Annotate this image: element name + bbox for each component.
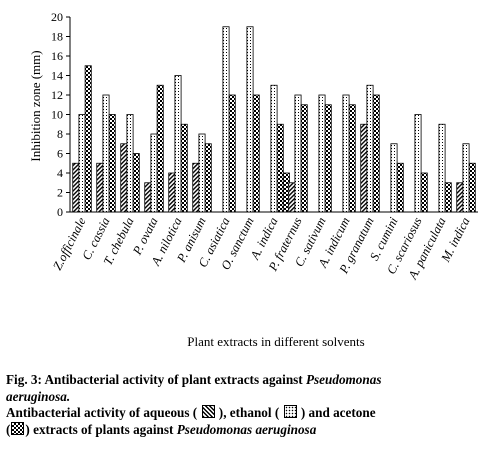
bar-ethanol: [438, 123, 446, 213]
bar-aqueous: [144, 182, 152, 213]
bar-acetone: [84, 65, 92, 213]
bar-acetone: [228, 94, 236, 213]
bar-ethanol: [294, 94, 302, 213]
bar-ethanol: [102, 94, 110, 213]
y-tick-label: 10: [51, 108, 63, 122]
bar-acetone: [324, 104, 332, 213]
bar-acetone: [468, 162, 476, 213]
bar-acetone: [348, 104, 356, 213]
bar-aqueous: [456, 182, 464, 213]
bar-ethanol: [150, 133, 158, 213]
bar-ethanol: [270, 84, 278, 213]
caption-legend-part1: Antibacterial activity of aqueous (: [6, 405, 198, 420]
caption-legend-part4: (: [6, 421, 11, 437]
bar-acetone: [444, 182, 452, 213]
chart-bars: [72, 26, 476, 213]
bar-acetone: [420, 172, 428, 213]
x-axis-title: Plant extracts in different solvents: [187, 334, 364, 349]
y-axis-title: Inhibition zone (mm): [28, 50, 43, 161]
caption-legend-part5: ) extracts of plants against: [25, 421, 177, 437]
bar-ethanol: [246, 26, 254, 213]
bar-ethanol: [318, 94, 326, 213]
caption-legend-line-1: Antibacterial activity of aqueous ( ), e…: [6, 405, 494, 422]
bar-aqueous: [168, 172, 176, 213]
caption-title-organism: Pseudomonas: [305, 372, 382, 387]
bar-aqueous: [192, 162, 200, 213]
bar-acetone: [372, 94, 380, 213]
x-category-label: Z.officinale: [50, 215, 89, 273]
bar-ethanol: [366, 84, 374, 213]
bar-ethanol: [126, 114, 134, 213]
caption-legend-part2: ), ethanol (: [218, 405, 280, 420]
bar-acetone: [300, 104, 308, 213]
y-tick-label: 0: [57, 205, 63, 219]
figure-caption: Fig. 3: Antibacterial activity of plant …: [6, 372, 494, 438]
bar-ethanol: [342, 94, 350, 213]
caption-legend-organism: Pseudomonas aeruginosa: [176, 421, 317, 437]
caption-title-organism-continued: aeruginosa.: [6, 388, 71, 404]
bar-ethanol: [222, 26, 230, 213]
bar-acetone: [156, 84, 164, 213]
bar-acetone: [108, 114, 116, 213]
acetone-swatch-icon: [11, 421, 25, 435]
bar-aqueous: [120, 143, 128, 213]
y-tick-label: 4: [57, 166, 63, 180]
y-tick-label: 8: [57, 127, 63, 141]
bar-acetone: [396, 162, 404, 213]
bar-acetone: [132, 153, 140, 213]
bar-ethanol: [78, 114, 86, 213]
caption-legend-part3: ) and acetone: [300, 405, 376, 420]
bar-aqueous: [360, 123, 368, 213]
y-tick-label: 18: [51, 30, 63, 44]
bar-ethanol: [198, 133, 206, 213]
bar-ethanol: [390, 143, 398, 213]
aqueous-swatch-icon: [201, 405, 215, 418]
bar-aqueous: [72, 162, 80, 213]
caption-title-prefix: Fig. 3: Antibacterial activity of plant …: [6, 372, 306, 387]
bar-acetone: [276, 123, 284, 213]
bar-aqueous: [288, 182, 296, 213]
bar-ethanol: [174, 75, 182, 213]
y-tick-label: 12: [51, 88, 63, 102]
y-tick-label: 20: [51, 10, 63, 24]
caption-legend-line-2: ( ) extracts of plants against Pseudomona…: [6, 421, 494, 439]
y-tick-label: 14: [51, 69, 63, 83]
caption-title-line: Fig. 3: Antibacterial activity of plant …: [6, 372, 494, 389]
y-tick-label: 6: [57, 147, 63, 161]
bar-acetone: [204, 143, 212, 213]
bar-acetone: [252, 94, 260, 213]
bar-ethanol: [462, 143, 470, 213]
y-tick-label: 2: [57, 186, 63, 200]
bar-acetone: [180, 123, 188, 213]
bar-aqueous: [96, 162, 104, 213]
ethanol-swatch-icon: [283, 405, 297, 418]
y-tick-label: 16: [51, 49, 63, 63]
bar-ethanol: [414, 114, 422, 213]
